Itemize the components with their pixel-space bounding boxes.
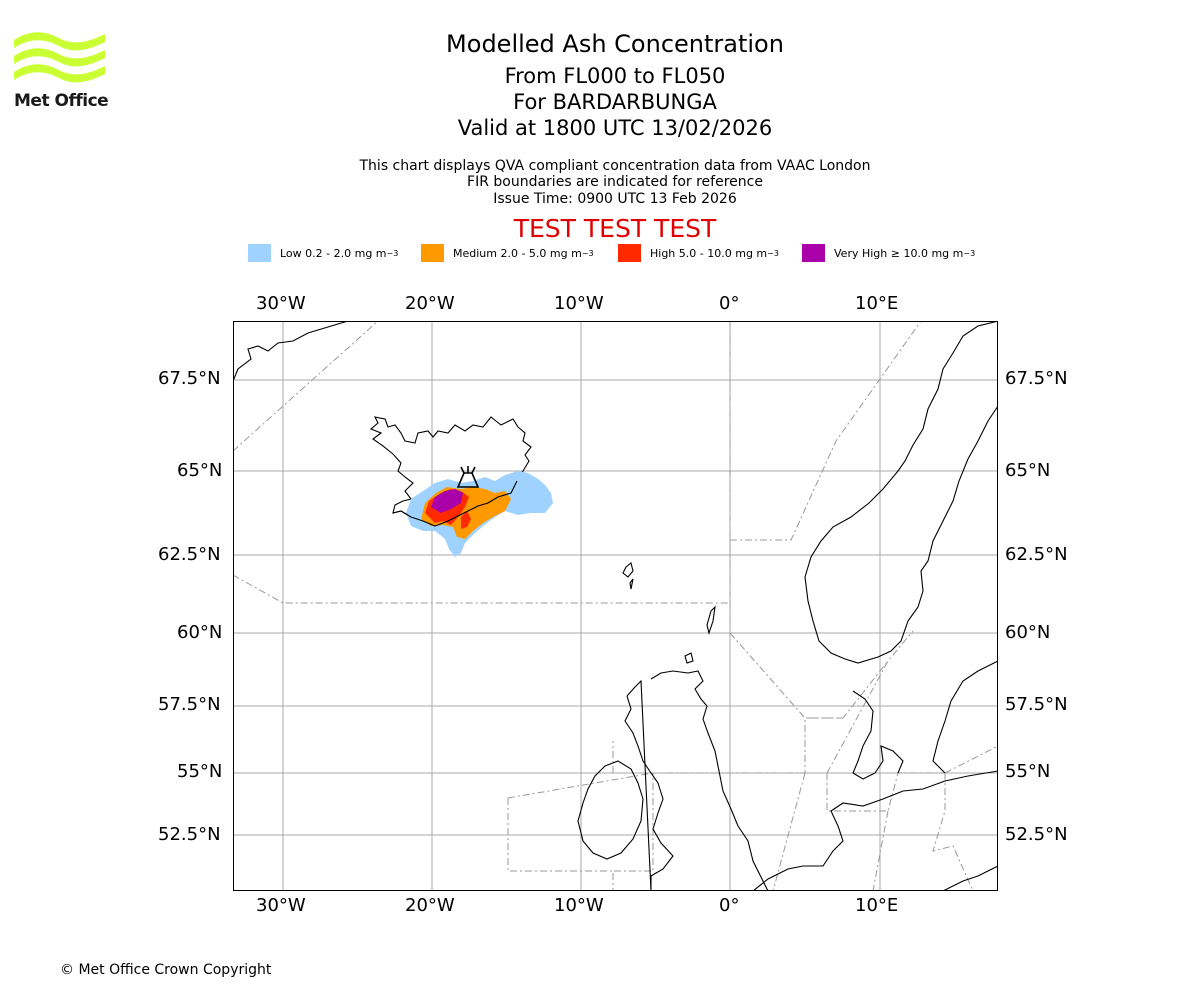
description-line-1: This chart displays QVA compliant concen… xyxy=(359,158,871,174)
copyright: © Met Office Crown Copyright xyxy=(60,962,272,978)
lon-label-bottom: 10°E xyxy=(855,895,899,916)
lat-label-left: 67.5°N xyxy=(158,368,221,389)
lat-label-left: 55°N xyxy=(177,761,223,782)
legend-item-low: Low 0.2 - 2.0 mg m −3 xyxy=(248,244,398,262)
description-line-2: FIR boundaries are indicated for referen… xyxy=(467,174,763,190)
issue-time: Issue Time: 0900 UTC 13 Feb 2026 xyxy=(493,191,737,207)
legend-swatch-medium xyxy=(421,244,444,262)
lon-label-bottom: 20°W xyxy=(405,895,455,916)
lon-label-top: 10°E xyxy=(855,293,899,314)
lon-label-top: 30°W xyxy=(256,293,306,314)
legend-item-medium: Medium 2.0 - 5.0 mg m −3 xyxy=(421,244,594,262)
legend-item-high: High 5.0 - 10.0 mg m −3 xyxy=(618,244,779,262)
fir-boundaries xyxy=(233,321,998,891)
lon-label-top: 20°W xyxy=(405,293,455,314)
lat-label-left: 57.5°N xyxy=(158,694,221,715)
flight-level-range: From FL000 to FL050 xyxy=(504,64,726,88)
test-banner: TEST TEST TEST xyxy=(513,214,717,243)
lon-label-bottom: 10°W xyxy=(554,895,604,916)
lat-label-right: 57.5°N xyxy=(1005,694,1068,715)
volcano-icon xyxy=(456,466,480,488)
graticule xyxy=(233,321,998,891)
ash-high-contour xyxy=(461,511,471,529)
lat-label-left: 62.5°N xyxy=(158,544,221,565)
ash-very-high-contour xyxy=(431,489,463,513)
legend-swatch-low xyxy=(248,244,271,262)
lat-label-left: 60°N xyxy=(177,622,223,643)
lat-label-left: 52.5°N xyxy=(158,824,221,845)
lat-label-right: 55°N xyxy=(1005,761,1051,782)
ash-plume xyxy=(406,466,553,557)
coastlines xyxy=(233,321,998,891)
logo-text: Met Office xyxy=(14,91,109,111)
lat-label-right: 60°N xyxy=(1005,622,1051,643)
lon-label-bottom: 0° xyxy=(719,895,740,916)
met-office-logo xyxy=(14,32,105,83)
map-frame xyxy=(233,321,998,891)
coastline-iceland-south xyxy=(392,480,518,527)
lat-label-right: 62.5°N xyxy=(1005,544,1068,565)
legend-exponent: −3 xyxy=(386,248,399,258)
legend-exponent: −3 xyxy=(767,248,779,258)
legend-exponent: −3 xyxy=(963,248,976,258)
ash-map xyxy=(233,321,998,891)
chart-title: Modelled Ash Concentration xyxy=(446,30,784,58)
lat-label-right: 52.5°N xyxy=(1005,824,1068,845)
valid-time: Valid at 1800 UTC 13/02/2026 xyxy=(457,116,773,140)
lat-label-right: 65°N xyxy=(1005,460,1051,481)
legend-label-medium: Medium 2.0 - 5.0 mg m xyxy=(453,246,582,260)
legend-label-low: Low 0.2 - 2.0 mg m xyxy=(280,246,387,260)
legend-swatch-high xyxy=(618,244,641,262)
lat-label-left: 65°N xyxy=(177,460,223,481)
legend-swatch-very-high xyxy=(802,244,825,262)
lon-label-top: 10°W xyxy=(554,293,604,314)
legend-label-high: High 5.0 - 10.0 mg m xyxy=(650,246,768,260)
legend-item-very-high: Very High ≥ 10.0 mg m −3 xyxy=(802,244,975,262)
lon-label-bottom: 30°W xyxy=(256,895,306,916)
lon-label-top: 0° xyxy=(719,293,740,314)
volcano-name: For BARDARBUNGA xyxy=(513,90,717,114)
legend-exponent: −3 xyxy=(581,248,594,258)
lat-label-right: 67.5°N xyxy=(1005,368,1068,389)
legend-label-very-high: Very High ≥ 10.0 mg m xyxy=(834,246,964,260)
